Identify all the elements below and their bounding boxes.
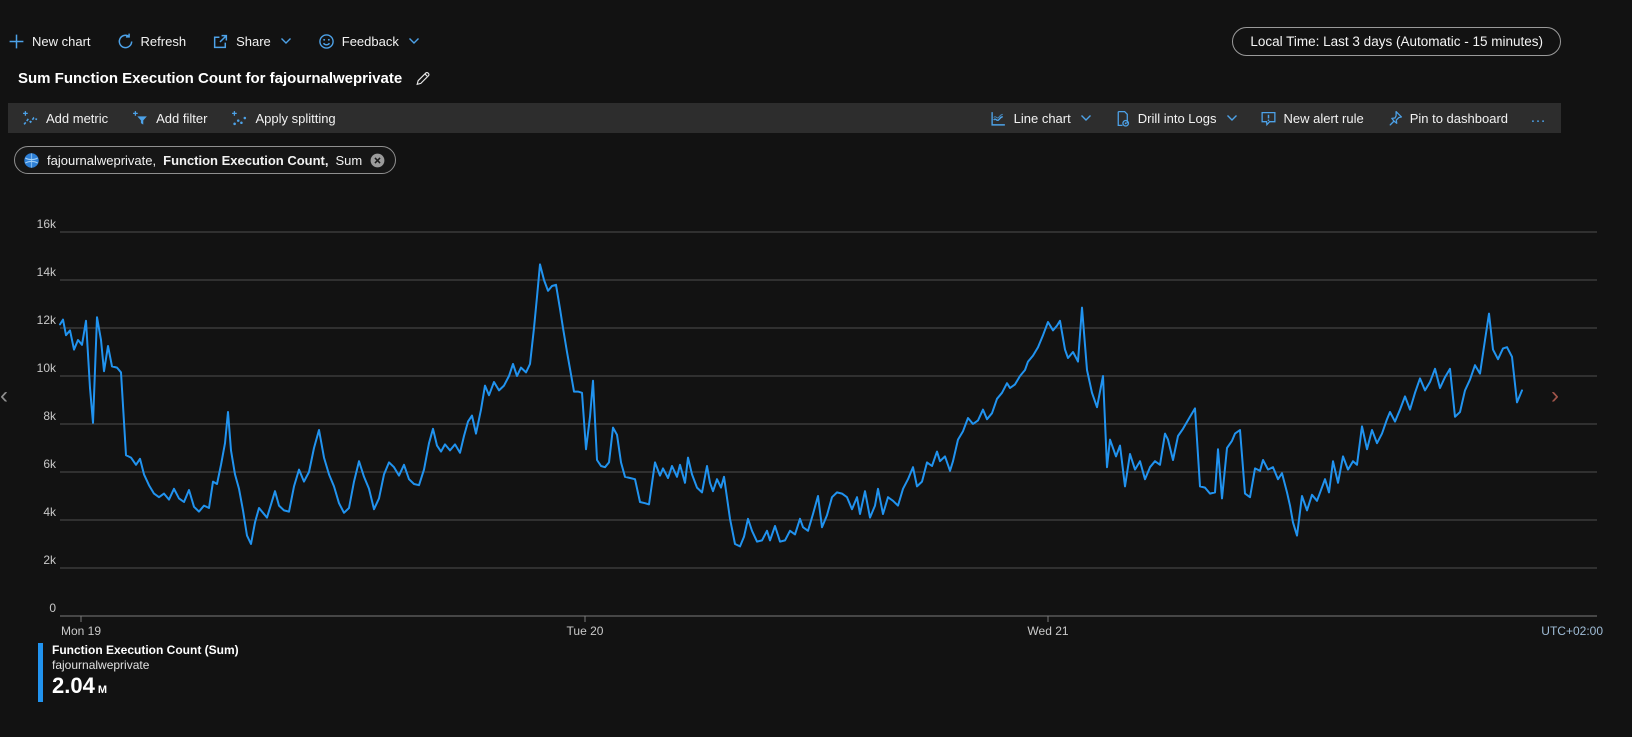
- smiley-icon: [318, 33, 334, 49]
- apply-splitting-icon: [232, 110, 247, 125]
- chart-plot-area[interactable]: [60, 218, 1597, 616]
- legend-color-bar: [38, 643, 43, 702]
- x-tick-label: Tue 20: [567, 624, 604, 638]
- drill-into-logs-icon: [1117, 110, 1129, 127]
- page-title: Sum Function Execution Count for fajourn…: [18, 70, 403, 87]
- pin-to-dashboard-button[interactable]: Pin to dashboard: [1386, 110, 1508, 127]
- more-commands-button[interactable]: …: [1530, 109, 1547, 127]
- line-chart-icon: [991, 111, 1005, 126]
- chart-type-button[interactable]: Line chart: [990, 110, 1092, 127]
- y-tick-label: 14k: [37, 265, 57, 279]
- chevron-down-icon: [1226, 115, 1237, 121]
- new-alert-rule-label: New alert rule: [1283, 110, 1364, 126]
- title-row: Sum Function Execution Count for fajourn…: [18, 70, 431, 87]
- top-command-bar: New chart Refresh Share Feedback: [8, 26, 420, 56]
- toolbar-right-group: Line chart Drill into Logs New alert rul…: [990, 109, 1547, 127]
- pill-aggregation: Sum: [335, 152, 363, 168]
- share-label: Share: [236, 33, 271, 49]
- add-metric-label: Add metric: [46, 110, 109, 126]
- add-metric-button[interactable]: Add metric: [22, 110, 108, 127]
- metric-resource-icon: [24, 152, 39, 168]
- legend-text-block: Function Execution Count (Sum) fajournal…: [52, 643, 239, 702]
- add-metric-icon: [23, 110, 38, 125]
- timezone-label: UTC+02:00: [1541, 624, 1603, 638]
- legend-total-unit: M: [97, 684, 107, 696]
- scroll-left-chevron-icon[interactable]: ‹: [0, 382, 8, 409]
- x-tick-label: Wed 21: [1027, 624, 1068, 638]
- legend-total-value: 2.04 M: [52, 674, 239, 702]
- pill-resource: fajournalweprivate,: [47, 152, 157, 168]
- pin-icon: [1389, 110, 1402, 126]
- metric-series-line: [59, 263, 1523, 548]
- ellipsis-icon: …: [1530, 109, 1547, 126]
- refresh-button[interactable]: Refresh: [117, 33, 187, 50]
- add-filter-icon: [133, 110, 148, 125]
- legend-total-number: 2.04: [52, 673, 95, 698]
- chevron-down-icon: [280, 38, 291, 44]
- legend-resource-name: fajournalweprivate: [52, 658, 150, 672]
- refresh-label: Refresh: [140, 33, 187, 49]
- metric-pill[interactable]: fajournalweprivate, Function Execution C…: [14, 146, 397, 174]
- pill-metric: Function Execution Count,: [163, 152, 329, 168]
- add-filter-label: Add filter: [156, 110, 208, 126]
- new-chart-label: New chart: [32, 33, 91, 49]
- y-tick-label: 16k: [37, 217, 57, 231]
- y-tick-label: 4k: [43, 505, 57, 519]
- y-tick-label: 6k: [43, 457, 57, 471]
- close-icon[interactable]: [369, 152, 386, 169]
- apply-splitting-label: Apply splitting: [255, 110, 336, 126]
- share-icon: [213, 34, 228, 48]
- new-alert-rule-button[interactable]: New alert rule: [1260, 110, 1364, 127]
- add-filter-button[interactable]: Add filter: [132, 110, 207, 127]
- metric-pill-row: fajournalweprivate, Function Execution C…: [14, 146, 397, 174]
- legend-metric-name: Function Execution Count (Sum): [52, 643, 239, 657]
- chevron-down-icon: [408, 38, 419, 44]
- plus-icon: [9, 34, 24, 48]
- chevron-down-icon: [1080, 115, 1091, 121]
- edit-pencil-icon[interactable]: [414, 70, 431, 87]
- y-tick-label: 0: [49, 601, 56, 615]
- new-chart-button[interactable]: New chart: [8, 33, 91, 50]
- drill-into-logs-label: Drill into Logs: [1137, 110, 1217, 126]
- y-tick-label: 12k: [37, 313, 57, 327]
- time-range-label: Local Time: Last 3 days (Automatic - 15 …: [1250, 34, 1543, 49]
- y-tick-label: 2k: [43, 553, 57, 567]
- refresh-icon: [118, 33, 132, 48]
- metrics-toolbar: Add metric Add filter Apply splitting Li…: [8, 103, 1561, 133]
- chart-type-label: Line chart: [1013, 110, 1071, 126]
- pin-to-dashboard-label: Pin to dashboard: [1409, 110, 1508, 126]
- y-tick-label: 10k: [37, 361, 57, 375]
- feedback-button[interactable]: Feedback: [318, 33, 420, 50]
- legend-item[interactable]: Function Execution Count (Sum) fajournal…: [38, 643, 239, 702]
- x-tick-label: Mon 19: [61, 624, 101, 638]
- apply-splitting-button[interactable]: Apply splitting: [231, 110, 336, 127]
- scroll-right-chevron-icon[interactable]: ›: [1551, 382, 1559, 409]
- feedback-label: Feedback: [341, 33, 399, 49]
- alert-icon: [1260, 111, 1276, 126]
- y-tick-label: 8k: [43, 409, 57, 423]
- time-range-picker[interactable]: Local Time: Last 3 days (Automatic - 15 …: [1232, 27, 1561, 56]
- drill-into-logs-button[interactable]: Drill into Logs: [1114, 110, 1238, 127]
- share-button[interactable]: Share: [212, 33, 292, 50]
